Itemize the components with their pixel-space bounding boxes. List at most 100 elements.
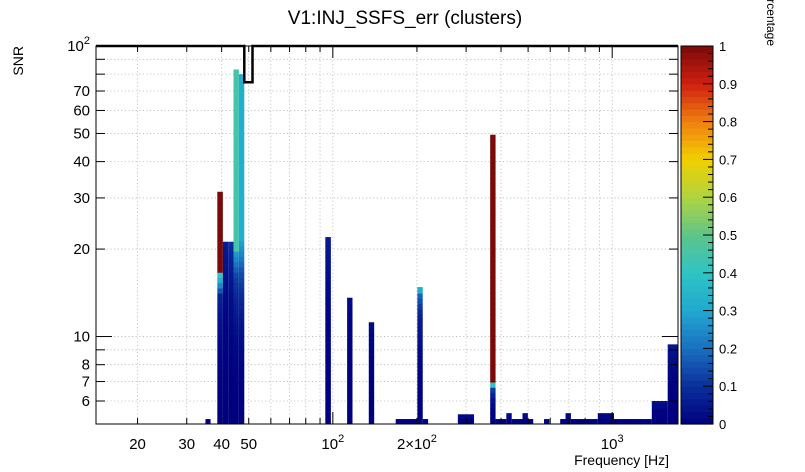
colorbar-segment xyxy=(681,291,713,299)
y-tick-label: 8 xyxy=(82,357,90,374)
heatmap-cell xyxy=(233,345,239,352)
heatmap-cell xyxy=(325,298,331,305)
heatmap-cell xyxy=(490,408,496,414)
heatmap-cell xyxy=(217,261,223,268)
chart-title: V1:INJ_SSFS_err (clusters) xyxy=(288,8,522,29)
heatmap-cell xyxy=(490,324,496,331)
heatmap-cell xyxy=(490,256,496,263)
heatmap-cell xyxy=(651,400,668,404)
heatmap-cell xyxy=(217,345,223,352)
colorbar-segment xyxy=(681,203,713,211)
heatmap-cell xyxy=(325,335,331,341)
heatmap-cell xyxy=(490,162,496,169)
colorbar-segment xyxy=(681,109,713,116)
heatmap-cell xyxy=(238,293,245,299)
heatmap-cell xyxy=(417,418,423,424)
heatmap-cell xyxy=(233,298,239,305)
heatmap-cell xyxy=(490,298,496,305)
heatmap-cell xyxy=(228,376,234,383)
heatmap-cell xyxy=(222,340,229,346)
heatmap-cell xyxy=(222,261,229,268)
heatmap-cell xyxy=(233,152,239,158)
heatmap-cell xyxy=(490,141,496,148)
heatmap-cell xyxy=(238,314,245,320)
colorbar-segment xyxy=(681,323,713,331)
heatmap-cell xyxy=(347,356,353,362)
heatmap-cell xyxy=(217,376,223,383)
heatmap-cell xyxy=(233,162,239,169)
heatmap-cell xyxy=(233,288,239,294)
heatmap-cell xyxy=(490,267,496,273)
heatmap-cell xyxy=(490,376,496,383)
heatmap-cell xyxy=(522,413,528,414)
heatmap-cell xyxy=(217,209,223,216)
heatmap-cell xyxy=(238,167,245,174)
heatmap-cell xyxy=(368,329,375,336)
heatmap-cell xyxy=(417,376,423,383)
colorbar-segment xyxy=(681,140,713,148)
heatmap-cell xyxy=(325,356,331,362)
heatmap-cell xyxy=(222,272,229,278)
colorbar-segment xyxy=(681,146,713,154)
heatmap-cell xyxy=(228,314,234,320)
heatmap-cell xyxy=(417,340,423,346)
heatmap-cell xyxy=(417,345,423,352)
heatmap-cell xyxy=(417,287,423,289)
colorbar-tick-label: 0.1 xyxy=(719,379,737,394)
heatmap-cell xyxy=(238,413,245,420)
heatmap-cell xyxy=(222,413,229,420)
heatmap-cell xyxy=(527,419,534,424)
heatmap-cell xyxy=(325,246,331,252)
heatmap-cell xyxy=(217,214,223,221)
colorbar-tick-label: 0.7 xyxy=(719,152,737,167)
heatmap-cell xyxy=(490,235,496,242)
y-tick-label: 40 xyxy=(73,154,90,171)
heatmap-cell xyxy=(417,329,423,336)
heatmap-cell xyxy=(222,408,229,414)
heatmap-cell xyxy=(222,324,229,331)
heatmap-cell xyxy=(228,382,234,388)
heatmap-cell xyxy=(565,418,571,424)
heatmap-cell xyxy=(233,356,239,362)
heatmap-cell xyxy=(490,246,496,252)
heatmap-cell xyxy=(233,136,239,142)
heatmap-cell xyxy=(368,371,375,378)
heatmap-cell xyxy=(233,361,239,367)
heatmap-cell xyxy=(222,303,229,310)
heatmap-cell xyxy=(325,397,331,404)
x-axis-label: Frequency [Hz] xyxy=(574,452,669,468)
heatmap-cell xyxy=(325,376,331,383)
y-tick-label: 70 xyxy=(73,83,90,100)
heatmap-cell xyxy=(217,235,223,242)
heatmap-cell xyxy=(347,340,353,346)
heatmap-cell xyxy=(217,256,223,263)
heatmap-cell xyxy=(490,413,496,420)
heatmap-cell xyxy=(490,403,496,409)
heatmap-cell xyxy=(238,78,245,85)
heatmap-cell xyxy=(217,193,223,200)
heatmap-cell xyxy=(490,214,496,221)
heatmap-cell xyxy=(217,403,223,409)
heatmap-cell xyxy=(233,403,239,409)
heatmap-cell xyxy=(238,74,245,80)
heatmap-cell xyxy=(217,225,223,231)
heatmap-cell xyxy=(325,408,331,414)
x-tick-label: 20 xyxy=(129,436,146,453)
heatmap-cell xyxy=(238,141,245,148)
heatmap-cell xyxy=(347,382,353,388)
heatmap-cell xyxy=(233,235,239,242)
heatmap-cell xyxy=(490,319,496,326)
heatmap-cell xyxy=(417,403,423,409)
heatmap-cell xyxy=(368,418,375,424)
heatmap-cell xyxy=(233,104,239,111)
colorbar-segment xyxy=(681,285,713,293)
heatmap-cell xyxy=(347,345,353,352)
heatmap-cell xyxy=(233,157,239,163)
heatmap-cell xyxy=(325,314,331,320)
heatmap-cell xyxy=(368,403,375,409)
heatmap-cell xyxy=(490,209,496,216)
colorbar-segment xyxy=(681,310,713,318)
heatmap-cell xyxy=(325,319,331,326)
heatmap-cell xyxy=(217,246,223,252)
colorbar-tick-label: 0 xyxy=(719,417,726,432)
